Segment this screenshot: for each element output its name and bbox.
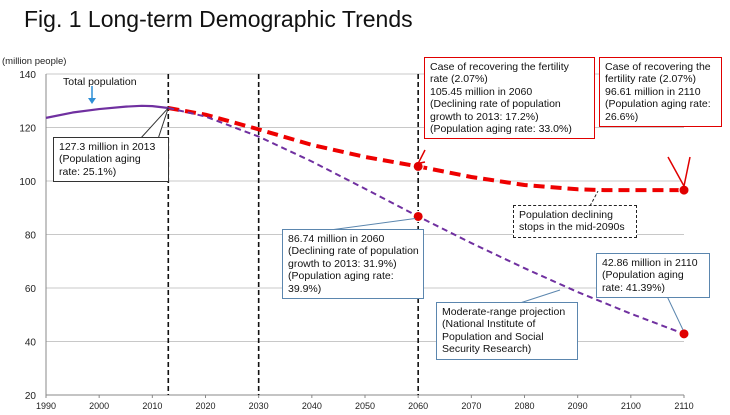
callout-line: growth to 2013: 31.9%) (288, 257, 397, 270)
pointer-moderate-projection (519, 289, 561, 304)
x-tick-label: 1990 (36, 401, 56, 411)
callout-line: Security Research) (442, 343, 532, 356)
data-point-marker (412, 210, 424, 222)
callout-line: (Population aging rate: 33.0%) (430, 123, 572, 136)
y-tick-label: 100 (19, 177, 36, 188)
callout-moderate-2110: 42.86 million in 2110 (Population aging ra… (596, 253, 710, 299)
callout-line: Moderate-range projection (442, 306, 566, 318)
x-tick-label: 2010 (142, 401, 162, 411)
x-tick-label: 2000 (89, 401, 109, 411)
callout-line: 42.86 million in 2110 (602, 257, 698, 269)
callout-line: Population declining (519, 209, 613, 221)
chart-title: Fig. 1 Long-term Demographic Trends (24, 6, 413, 32)
callout-line: (Declining rate of population (288, 245, 419, 258)
callout-line: growth to 2013: 17.2%) (430, 110, 539, 123)
pointer-decline-stop (589, 190, 599, 207)
callout-line: Population and Social (442, 330, 544, 343)
callout-line: (National Institute of (442, 318, 536, 331)
x-tick-label: 2050 (355, 401, 375, 411)
pointer-fertility-2110 (667, 156, 691, 189)
pointer-moderate-2110 (664, 291, 684, 331)
callout-line: rate (2.07%) (430, 73, 488, 86)
y-tick-label: 120 (19, 124, 36, 135)
pointer-moderate-2060 (329, 217, 416, 231)
callout-line: fertility rate (2.07%) (605, 73, 697, 86)
callout-line: (Population aging (59, 153, 141, 166)
callout-line: rate: 25.1%) (59, 165, 117, 178)
callout-line: 26.6%) (605, 110, 639, 123)
series-fertility-recovery (167, 106, 685, 193)
pointer-2013 (138, 107, 169, 140)
y-tick-label: 20 (25, 391, 37, 402)
callout-line: rate: 41.39%) (602, 281, 666, 294)
data-point-marker (678, 328, 690, 340)
x-tick-label: 2080 (514, 401, 534, 411)
x-tick-label: 2110 (674, 401, 693, 411)
pointer-fertility-2060 (416, 149, 426, 165)
callout-moderate-projection: Moderate-range projection (National Insti… (436, 302, 578, 360)
data-point-marker (412, 160, 424, 172)
callout-line: (Declining rate of population (430, 98, 561, 111)
callout-line: 105.45 million in 2060 (430, 85, 533, 98)
callout-fertility-2060: Case of recovering the fertility rate (2.… (424, 57, 595, 140)
y-axis-unit-label: (million people) (2, 56, 67, 67)
callout-2013: 127.3 million in 2013 (Population aging ra… (53, 137, 169, 183)
callout-line: (Population aging (602, 269, 684, 282)
callout-line: 39.9%) (288, 282, 322, 295)
callout-line: 86.74 million in 2060 (288, 233, 385, 245)
series-total-population (45, 104, 169, 119)
pointer-total-population-arrow (88, 98, 96, 104)
y-tick-label: 140 (19, 70, 36, 81)
x-tick-label: 2070 (461, 401, 481, 411)
callout-line: Case of recovering the fertility (430, 61, 569, 73)
x-tick-label: 2060 (408, 401, 428, 411)
x-tick-label: 2090 (568, 401, 588, 411)
callout-line: (Population aging rate: (288, 270, 394, 283)
y-tick-label: 60 (25, 284, 37, 295)
x-tick-label: 2030 (249, 401, 269, 411)
callout-line: 127.3 million in 2013 (59, 141, 156, 153)
y-tick-label: 80 (25, 231, 37, 242)
callout-line: 96.61 million in 2110 (605, 85, 701, 98)
total-population-label: Total population (63, 76, 137, 88)
x-tick-label: 2020 (195, 401, 215, 411)
callout-fertility-2110: Case of recovering the fertility rate (2.… (599, 57, 722, 128)
x-tick-label: 2040 (302, 401, 322, 411)
y-tick-label: 40 (25, 338, 37, 349)
callout-moderate-2060: 86.74 million in 2060 (Declining rate of … (282, 229, 424, 300)
callout-decline-stop: Population declining stops in the mid-209… (513, 205, 637, 238)
callout-line: Case of recovering the (605, 61, 711, 73)
callout-line: stops in the mid-2090s (519, 221, 625, 234)
x-tick-label: 2100 (621, 401, 641, 411)
callout-line: (Population aging rate: (605, 98, 711, 111)
